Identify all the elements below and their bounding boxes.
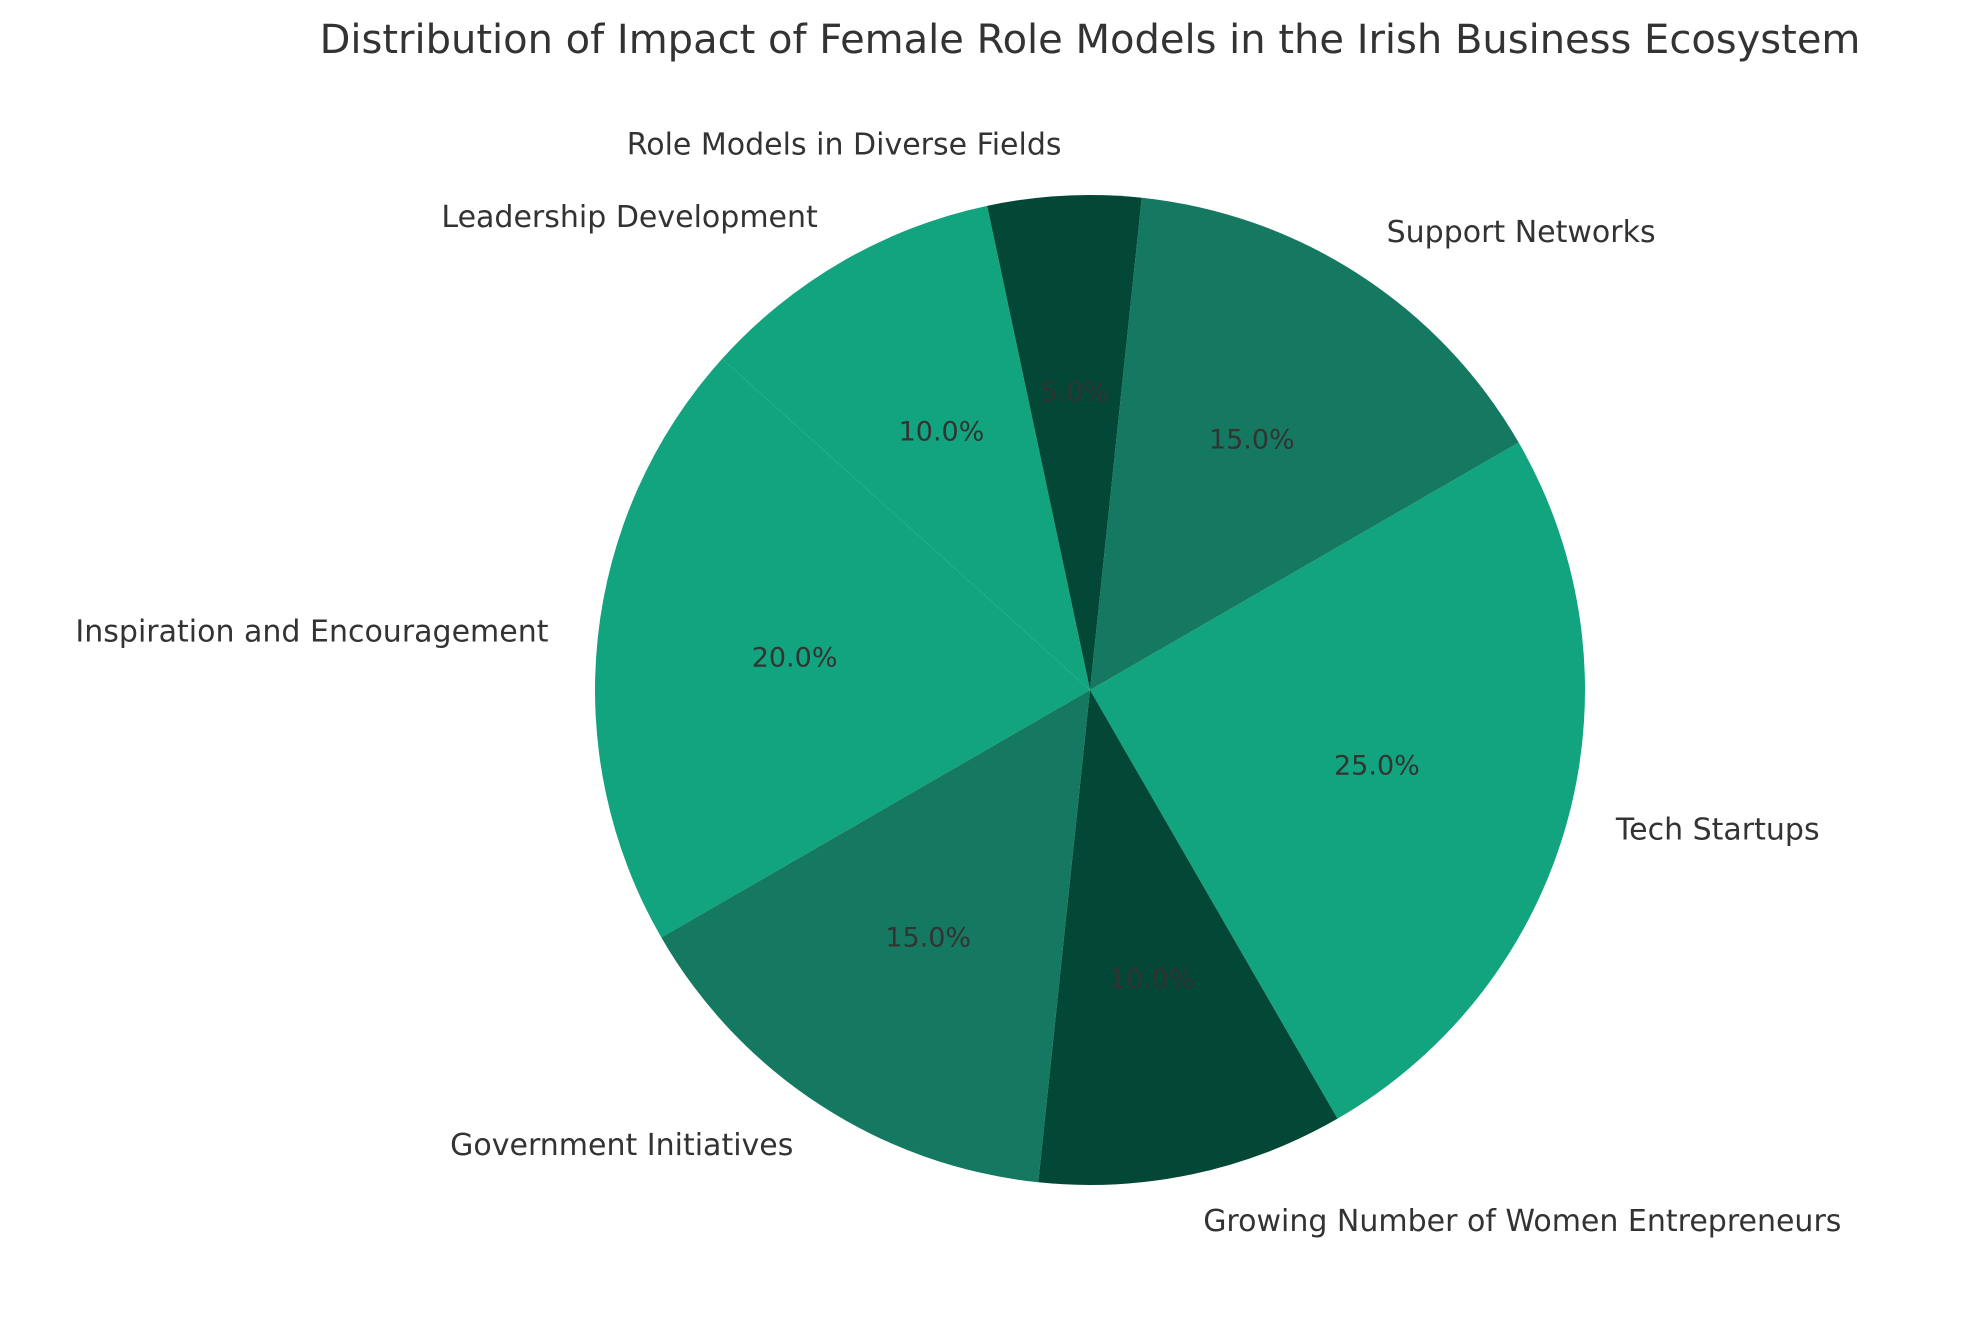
pie-slice-growing-number-of-women-entrepreneurs	[1038, 690, 1338, 1186]
percent-label-growing-number-of-women-entrepreneurs: 10.0%	[1109, 964, 1195, 995]
category-label-government-initiatives: Government Initiatives	[450, 1128, 793, 1163]
percent-label-leadership-development: 10.0%	[899, 416, 985, 447]
pie-slice-leadership-development	[722, 205, 1090, 690]
percent-label-government-initiatives: 15.0%	[885, 923, 971, 954]
pie-slice-role-models-in-diverse-fields	[987, 194, 1142, 690]
pie-slices	[595, 194, 1585, 1186]
pie-slice-tech-startups	[1090, 442, 1585, 1119]
pie-slice-government-initiatives	[661, 690, 1090, 1183]
pie-labels: 25.0% Tech Startups 15.0% Support Networks 5…	[75, 128, 1841, 1239]
percent-label-support-networks: 15.0%	[1209, 424, 1295, 455]
category-label-support-networks: Support Networks	[1387, 215, 1656, 250]
category-label-role-models-in-diverse-fields: Role Models in Diverse Fields	[627, 128, 1062, 163]
percent-label-tech-startups: 25.0%	[1334, 750, 1420, 781]
pie-slice-inspiration-and-encouragement	[595, 358, 1090, 938]
percent-label-inspiration-and-encouragement: 20.0%	[752, 643, 838, 674]
category-label-leadership-development: Leadership Development	[441, 200, 818, 235]
pie-slice-support-networks	[1090, 197, 1519, 690]
category-label-inspiration-and-encouragement: Inspiration and Encouragement	[75, 615, 548, 650]
percent-label-role-models-in-diverse-fields: 5.0%	[1040, 377, 1109, 408]
chart-title: Distribution of Impact of Female Role Mo…	[320, 17, 1861, 63]
category-label-growing-number-of-women-entrepreneurs: Growing Number of Women Entrepreneurs	[1203, 1204, 1841, 1239]
category-label-tech-startups: Tech Startups	[1615, 812, 1820, 847]
